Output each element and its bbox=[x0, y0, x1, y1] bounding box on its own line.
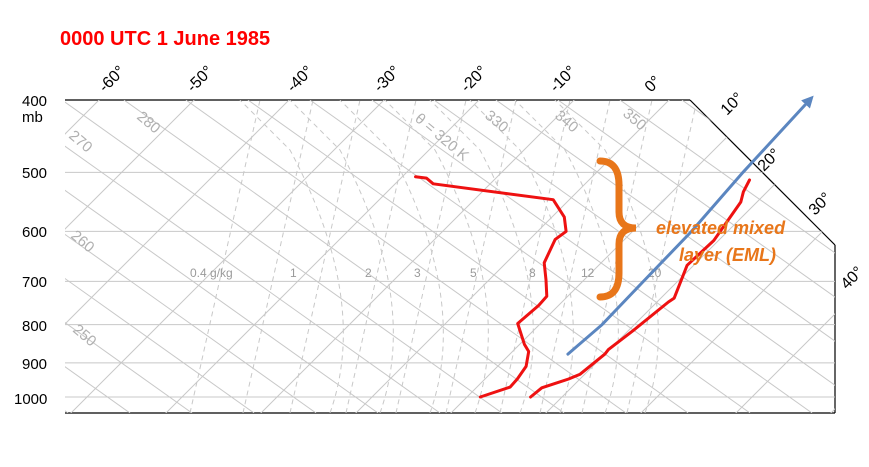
mixing-ratio-line bbox=[539, 100, 611, 413]
mixratio-label-1: 1 bbox=[290, 266, 297, 280]
dry-adiabat-line bbox=[65, 100, 317, 413]
theta-320-label: θ = 320 K bbox=[411, 110, 471, 165]
dry-adiabat-line bbox=[65, 100, 255, 413]
isotherm-line bbox=[65, 100, 238, 413]
temp-tick-minus30: -30° bbox=[371, 63, 404, 96]
dry-adiabat-line bbox=[495, 100, 835, 413]
moist-adiabat-line bbox=[469, 100, 574, 413]
dry-adiabat-line bbox=[805, 100, 835, 413]
pressure-tick-700: 700 bbox=[22, 274, 47, 291]
eml-bracket bbox=[596, 157, 637, 301]
dry-adiabat-line bbox=[65, 100, 503, 413]
temp-tick-30: 30° bbox=[806, 190, 835, 219]
temp-tick-0: 0° bbox=[642, 73, 665, 96]
temp-tick-minus20: -20° bbox=[458, 63, 491, 96]
isotherm-line bbox=[351, 100, 713, 413]
isotherm-line bbox=[66, 100, 428, 413]
isotherm-line bbox=[65, 100, 143, 413]
pressure-tick-1000: 1000 bbox=[14, 391, 47, 408]
dry-adiabat-line bbox=[309, 100, 751, 413]
isotherm-line bbox=[161, 100, 523, 413]
adiabat-label-280: 280 bbox=[133, 108, 163, 137]
pressure-tick-600: 600 bbox=[22, 224, 47, 241]
mixratio-label-0.4: 0.4 g/kg bbox=[190, 266, 233, 280]
mixratio-label-8: 8 bbox=[529, 266, 536, 280]
eml-annotation-line1: elevated mixed bbox=[656, 218, 786, 238]
pressure-tick-800: 800 bbox=[22, 318, 47, 335]
isobar-gridlines bbox=[65, 171, 835, 398]
dry-adiabat-line bbox=[0, 100, 6, 413]
pressure-axis: 400 mb 500 600 700 800 900 1000 bbox=[14, 93, 47, 408]
dewpoint-series-line bbox=[414, 175, 568, 399]
temp-tick-minus10: -10° bbox=[547, 63, 580, 96]
theta-e-label-340: 340 bbox=[551, 107, 581, 136]
mixratio-label-20: 20 bbox=[648, 266, 662, 280]
dry-adiabat-line bbox=[65, 100, 379, 413]
dry-adiabat-line bbox=[65, 100, 131, 413]
chart-title: 0000 UTC 1 June 1985 bbox=[60, 28, 271, 50]
dry-adiabat-line bbox=[185, 100, 627, 413]
dry-adiabat-line bbox=[247, 100, 689, 413]
dry-adiabat-line bbox=[65, 100, 441, 413]
temp-tick-minus60: -60° bbox=[96, 63, 129, 96]
mixing-ratio-labels: 0.4 g/kg 1 2 3 5 8 12 20 bbox=[190, 266, 662, 280]
isotherm-line bbox=[636, 100, 835, 413]
mixratio-label-2: 2 bbox=[365, 266, 372, 280]
temp-tick-minus40: -40° bbox=[284, 63, 317, 96]
dry-adiabat-line bbox=[433, 100, 835, 413]
dry-adiabat-line bbox=[619, 100, 835, 413]
pressure-unit-label: mb bbox=[22, 109, 43, 126]
mixratio-label-12: 12 bbox=[581, 266, 595, 280]
dry-adiabat-line bbox=[123, 100, 565, 413]
parcel-ascent-arrow bbox=[566, 95, 814, 356]
temp-tick-10: 10° bbox=[718, 90, 747, 119]
temperature-series-line bbox=[529, 178, 751, 399]
mixing-ratio-line bbox=[242, 100, 314, 413]
adiabat-label-250: 250 bbox=[69, 321, 99, 350]
dry-adiabat-gridlines bbox=[0, 100, 835, 413]
isotherm-line bbox=[256, 100, 618, 413]
isotherm-line bbox=[731, 100, 835, 413]
dry-adiabat-line bbox=[65, 100, 193, 413]
moist-adiabat-line bbox=[239, 100, 344, 413]
adiabat-label-270: 270 bbox=[65, 127, 95, 156]
moist-adiabat-line bbox=[554, 100, 659, 413]
temp-tick-minus50: -50° bbox=[184, 63, 217, 96]
temp-tick-20: 20° bbox=[755, 146, 784, 175]
dry-adiabat-line bbox=[371, 100, 813, 413]
mixratio-label-5: 5 bbox=[470, 266, 477, 280]
pressure-tick-400: 400 bbox=[22, 93, 47, 110]
pressure-tick-900: 900 bbox=[22, 356, 47, 373]
dry-adiabat-line bbox=[557, 100, 835, 413]
theta-e-label-330: 330 bbox=[481, 107, 511, 136]
mixing-ratio-line bbox=[289, 100, 361, 413]
pressure-tick-500: 500 bbox=[22, 165, 47, 182]
temp-tick-40: 40° bbox=[838, 264, 867, 293]
eml-annotation-line2: layer (EML) bbox=[679, 245, 776, 265]
mixratio-label-3: 3 bbox=[414, 266, 421, 280]
